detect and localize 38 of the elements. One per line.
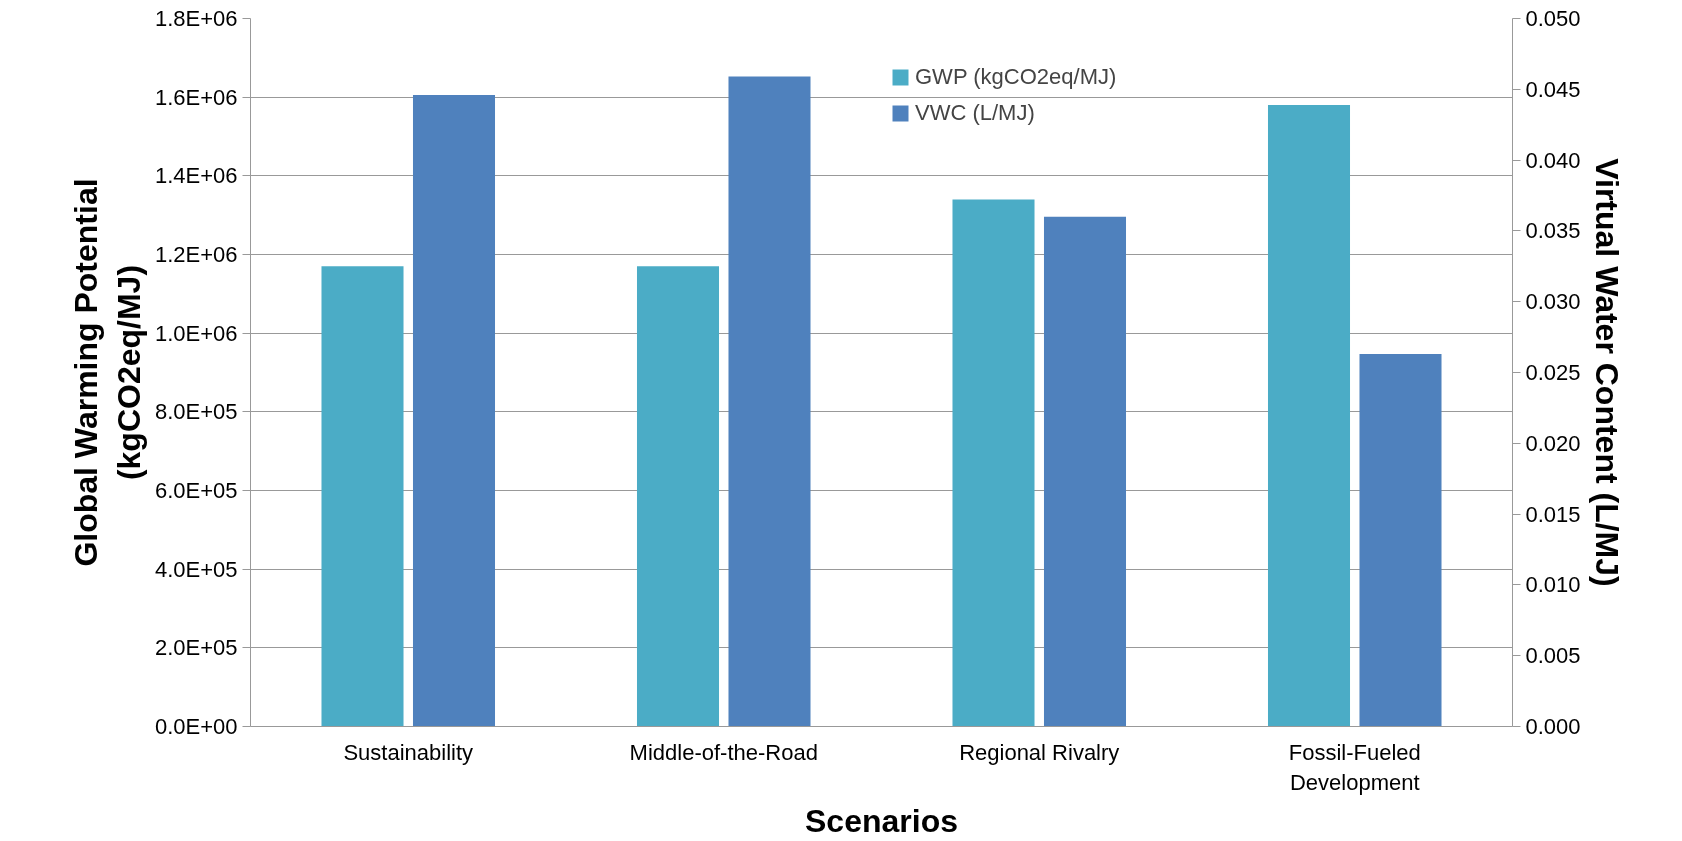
bar bbox=[321, 266, 404, 727]
legend-label: GWP (kgCO2eq/MJ) bbox=[915, 64, 1117, 90]
y-tick-label: 1.6E+06 bbox=[154, 84, 238, 110]
y2-tick-label: 0.035 bbox=[1525, 218, 1581, 244]
y2-tick-label: 0.040 bbox=[1525, 147, 1581, 173]
bar bbox=[728, 76, 811, 727]
y-tick-label: 8.0E+05 bbox=[154, 399, 238, 425]
x-axis-title: Scenarios bbox=[805, 802, 958, 839]
y-axis-title: Global Warming Potential (kgCO2eq/MJ) bbox=[67, 178, 147, 567]
y2-tick-label: 0.015 bbox=[1525, 501, 1581, 527]
y2-tick-label: 0.030 bbox=[1525, 289, 1581, 315]
bar bbox=[952, 199, 1035, 727]
x-tick-label: Middle-of-the-Road bbox=[629, 739, 818, 765]
y2-tick-label: 0.020 bbox=[1525, 430, 1581, 456]
x-tick-label: Fossil-Fueled Development bbox=[1288, 739, 1421, 795]
y-tick-label: 1.0E+06 bbox=[154, 320, 238, 346]
y-tick-label: 2.0E+05 bbox=[154, 635, 238, 661]
y-tick-label: 0.0E+00 bbox=[154, 714, 238, 739]
bar bbox=[1359, 354, 1442, 727]
y2-tick-label: 0.000 bbox=[1525, 714, 1581, 739]
bar bbox=[636, 266, 720, 727]
y2-tick-label: 0.025 bbox=[1525, 360, 1581, 385]
x-tick-label: Regional Rivalry bbox=[959, 739, 1120, 765]
y-tick-label: 1.8E+06 bbox=[154, 6, 238, 31]
bar bbox=[412, 94, 496, 727]
legend-label: VWC (L/MJ) bbox=[915, 100, 1035, 126]
y2-tick-label: 0.010 bbox=[1525, 572, 1581, 598]
x-tick-label: Sustainability bbox=[343, 739, 474, 765]
y2-tick-label: 0.050 bbox=[1525, 6, 1581, 31]
y2-tick-label: 0.045 bbox=[1525, 76, 1581, 102]
y-tick-label: 1.2E+06 bbox=[154, 242, 238, 267]
bar bbox=[1267, 105, 1351, 727]
y-tick-label: 6.0E+05 bbox=[154, 478, 238, 503]
bar bbox=[1043, 216, 1127, 727]
y2-axis-title: Virtual Water Content (L/MJ) bbox=[1588, 158, 1625, 587]
y2-tick-label: 0.005 bbox=[1525, 643, 1581, 669]
y-tick-label: 1.4E+06 bbox=[154, 163, 238, 189]
y-tick-label: 4.0E+05 bbox=[154, 556, 238, 582]
